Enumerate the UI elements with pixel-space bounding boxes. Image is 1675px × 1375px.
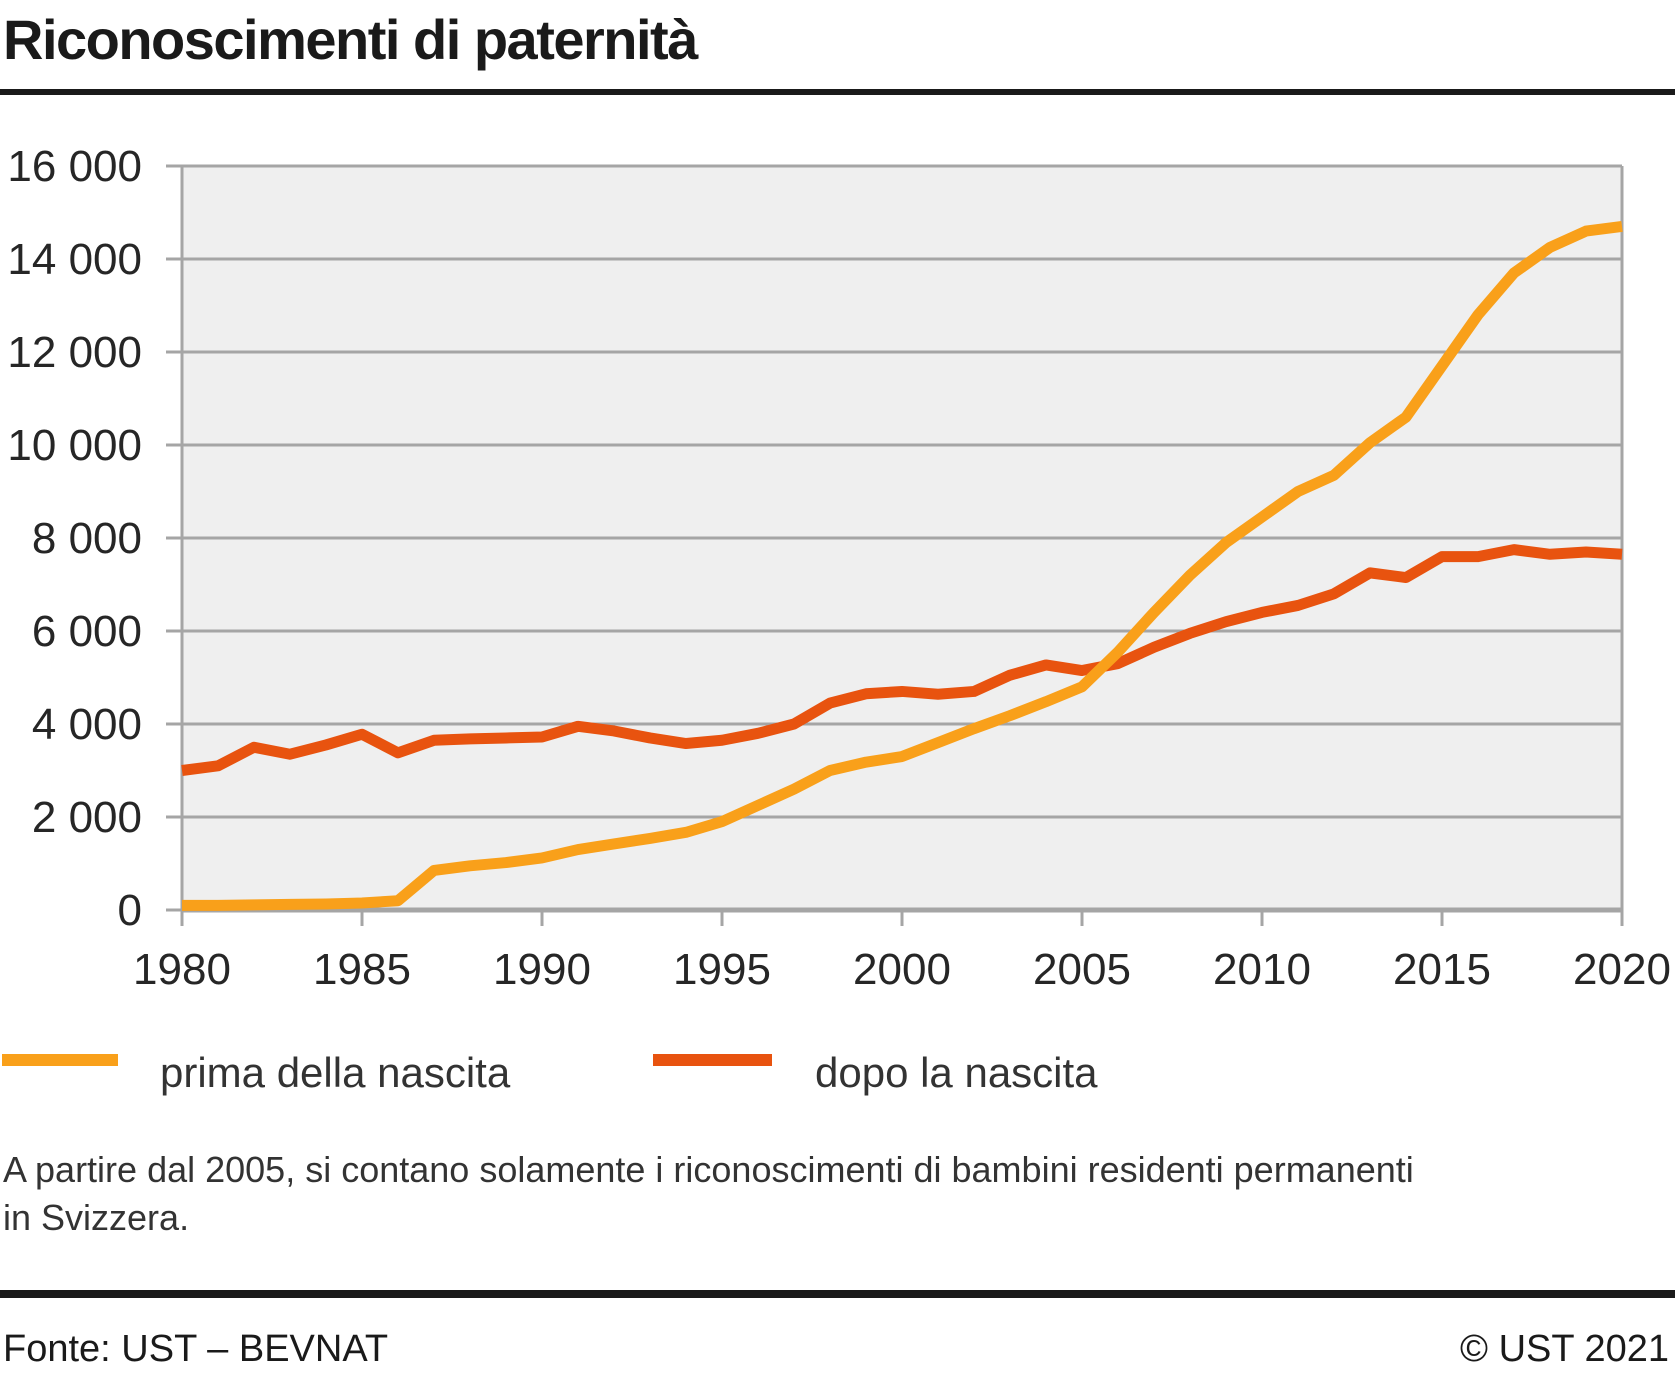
x-tick-label: 2020 bbox=[1573, 945, 1671, 994]
footer-source: Fonte: UST – BEVNAT bbox=[3, 1328, 389, 1370]
x-tick-label: 1995 bbox=[673, 945, 771, 994]
y-tick-label: 8 000 bbox=[32, 514, 142, 563]
legend-swatch-dopo-la-nascita bbox=[653, 1054, 772, 1066]
footer-copyright: © UST 2021 bbox=[1460, 1328, 1669, 1370]
y-tick-label: 4 000 bbox=[32, 700, 142, 749]
page-title: Riconoscimenti di paternità bbox=[3, 8, 698, 71]
x-tick-label: 1990 bbox=[493, 945, 591, 994]
title-divider-rule bbox=[0, 89, 1675, 95]
footer-divider-rule bbox=[0, 1290, 1675, 1298]
x-tick-label: 2000 bbox=[853, 945, 951, 994]
series-line-prima bbox=[182, 220, 1623, 911]
footnote-line-2: in Svizzera. bbox=[3, 1197, 190, 1238]
y-tick-label: 2 000 bbox=[32, 793, 142, 842]
y-tick-label: 6 000 bbox=[32, 607, 142, 656]
series-line-dopo bbox=[181, 544, 1623, 776]
x-tick-label: 1980 bbox=[133, 945, 231, 994]
x-tick-label: 2010 bbox=[1213, 945, 1311, 994]
y-tick-label: 14 000 bbox=[7, 235, 142, 284]
x-tick-label: 2015 bbox=[1393, 945, 1491, 994]
y-tick-label: 12 000 bbox=[7, 328, 142, 377]
x-tick-label: 1985 bbox=[313, 945, 411, 994]
legend-swatch-prima-della-nascita bbox=[2, 1054, 118, 1066]
legend-label-prima-della-nascita: prima della nascita bbox=[160, 1049, 511, 1096]
y-tick-label: 16 000 bbox=[7, 142, 142, 191]
y-tick-label: 10 000 bbox=[7, 421, 142, 470]
footnote: A partire dal 2005, si contano solamente… bbox=[3, 1146, 1414, 1242]
y-tick-label: 0 bbox=[118, 886, 142, 935]
footnote-line-1: A partire dal 2005, si contano solamente… bbox=[3, 1149, 1414, 1190]
line-chart: 0 2 000 4 000 6 000 8 000 10 000 12 000 14 000 1… bbox=[7, 142, 1671, 994]
legend-label-dopo-la-nascita: dopo la nascita bbox=[815, 1049, 1098, 1096]
x-tick-label: 2005 bbox=[1033, 945, 1131, 994]
